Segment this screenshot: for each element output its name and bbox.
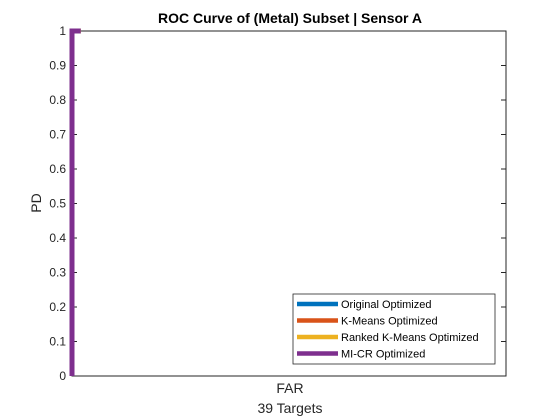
y-tick-label: 0.3 — [49, 266, 66, 280]
y-tick-label: 0.1 — [49, 335, 66, 349]
y-tick-label: 0.4 — [49, 231, 66, 245]
y-tick-label: 1 — [59, 24, 66, 38]
y-tick-label: 0 — [59, 369, 66, 383]
y-tick-label: 0.7 — [49, 128, 66, 142]
legend-label-2: K-Means Optimized — [341, 316, 438, 328]
legend-label-3: Ranked K-Means Optimized — [341, 332, 479, 344]
x-axis-label: FAR — [276, 380, 303, 396]
y-axis-ticks: 0 0.1 0.2 0.3 0.4 0.5 0.6 0.7 0.8 0.9 1 — [49, 24, 506, 383]
y-tick-label: 0.5 — [49, 197, 66, 211]
series-lines — [69, 28, 81, 376]
legend-label-1: Original Optimized — [341, 299, 431, 311]
y-axis-label: PD — [28, 193, 44, 212]
chart-title: ROC Curve of (Metal) Subset | Sensor A — [158, 10, 422, 26]
y-tick-label: 0.6 — [49, 162, 66, 176]
y-tick-label: 0.9 — [49, 59, 66, 73]
legend: Original Optimized K-Means Optimized Ranke… — [292, 293, 496, 365]
legend-label-4: MI-CR Optimized — [341, 349, 425, 361]
y-tick-label: 0.2 — [49, 300, 66, 314]
series-line-4 — [69, 28, 81, 376]
x-axis-sublabel: 39 Targets — [257, 400, 322, 416]
y-tick-label: 0.8 — [49, 93, 66, 107]
